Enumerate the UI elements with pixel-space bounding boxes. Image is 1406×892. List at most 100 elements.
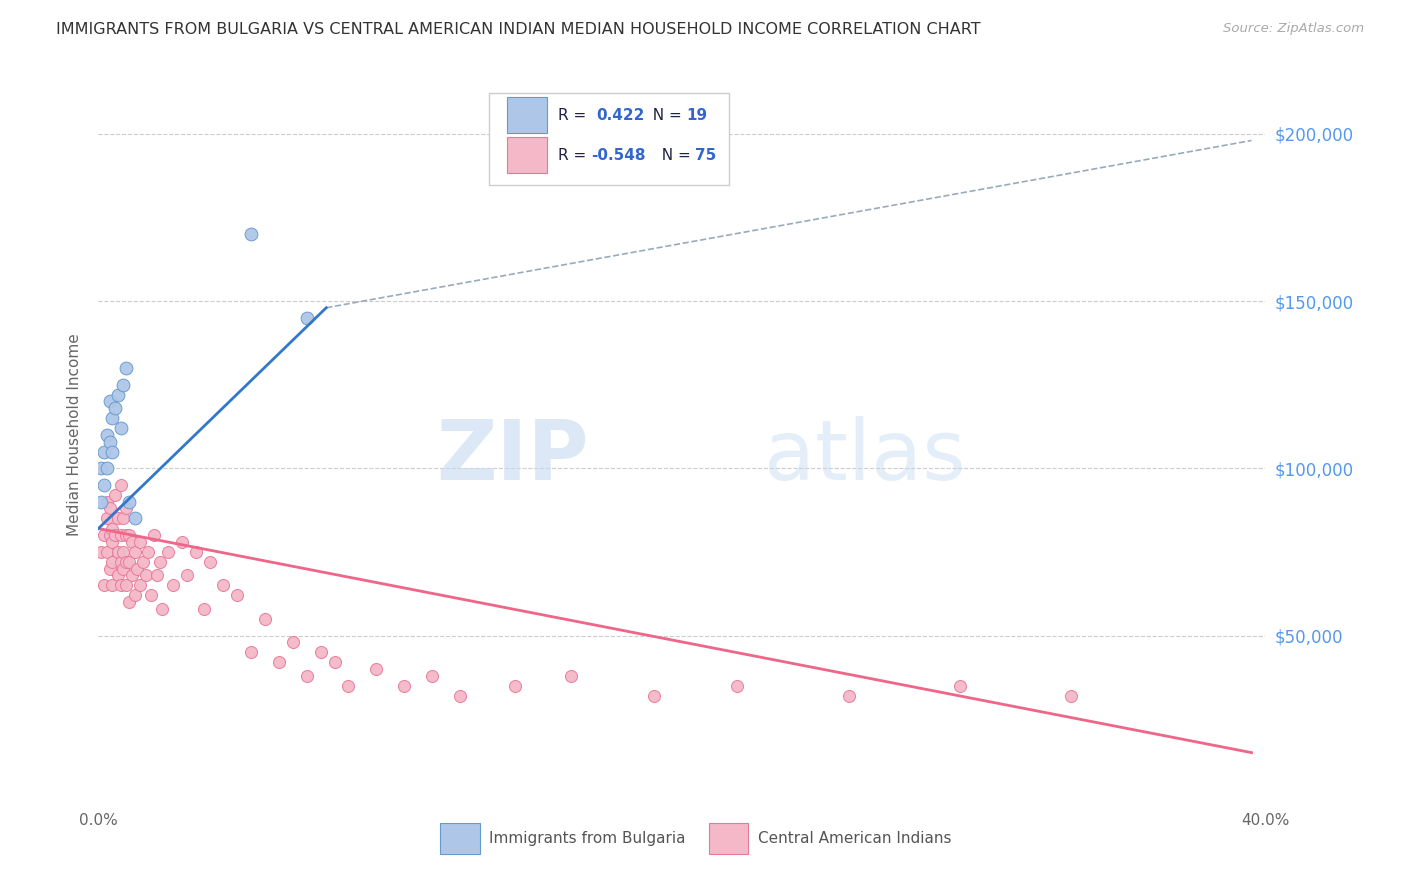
Point — [323, 655, 346, 669]
Point — [115, 528, 138, 542]
Point — [129, 534, 152, 549]
Point — [93, 444, 115, 458]
Point — [170, 534, 193, 549]
Point — [101, 534, 124, 549]
Point — [240, 227, 263, 241]
Point — [295, 310, 318, 325]
Point — [212, 578, 235, 592]
Point — [93, 528, 115, 542]
Text: atlas: atlas — [763, 417, 966, 498]
Text: N =: N = — [651, 148, 695, 162]
Point — [132, 555, 155, 569]
Point — [118, 528, 141, 542]
Point — [101, 411, 124, 425]
Point — [146, 568, 169, 582]
Text: 75: 75 — [695, 148, 716, 162]
Text: 0.422: 0.422 — [596, 108, 645, 123]
Point — [118, 555, 141, 569]
FancyBboxPatch shape — [709, 823, 748, 855]
Text: ZIP: ZIP — [436, 417, 589, 498]
Point — [90, 545, 112, 559]
Text: 19: 19 — [686, 108, 707, 123]
Text: R =: R = — [558, 148, 592, 162]
Text: Central American Indians: Central American Indians — [758, 831, 952, 847]
Point — [135, 568, 157, 582]
Point — [193, 602, 215, 616]
Point — [503, 679, 526, 693]
Point — [101, 444, 124, 458]
Point — [101, 521, 124, 535]
Point — [107, 387, 129, 401]
Point — [366, 662, 388, 676]
Point — [98, 562, 121, 576]
Point — [226, 589, 249, 603]
Point — [107, 568, 129, 582]
FancyBboxPatch shape — [508, 97, 547, 133]
Point — [295, 669, 318, 683]
Point — [838, 689, 860, 703]
Point — [184, 545, 207, 559]
Point — [129, 578, 152, 592]
FancyBboxPatch shape — [440, 823, 479, 855]
Point — [110, 555, 132, 569]
Point — [107, 511, 129, 525]
FancyBboxPatch shape — [489, 93, 728, 185]
Point — [98, 528, 121, 542]
Point — [643, 689, 665, 703]
Point — [1060, 689, 1083, 703]
Point — [162, 578, 184, 592]
Point — [560, 669, 582, 683]
Point — [96, 427, 118, 442]
Text: -0.548: -0.548 — [591, 148, 645, 162]
Text: Immigrants from Bulgaria: Immigrants from Bulgaria — [489, 831, 686, 847]
Point — [112, 511, 135, 525]
Point — [121, 568, 143, 582]
Point — [93, 478, 115, 492]
Point — [110, 528, 132, 542]
Point — [115, 361, 138, 376]
Point — [124, 589, 146, 603]
Point — [98, 501, 121, 516]
Point — [96, 545, 118, 559]
Point — [112, 545, 135, 559]
Point — [124, 545, 146, 559]
Point — [267, 655, 290, 669]
Point — [115, 578, 138, 592]
Point — [104, 401, 127, 416]
Point — [420, 669, 443, 683]
Point — [337, 679, 360, 693]
Point — [156, 545, 179, 559]
Point — [98, 394, 121, 409]
Point — [121, 534, 143, 549]
Point — [118, 595, 141, 609]
Point — [90, 494, 112, 508]
Point — [118, 494, 141, 508]
Point — [101, 555, 124, 569]
Point — [309, 645, 332, 659]
Text: Source: ZipAtlas.com: Source: ZipAtlas.com — [1223, 22, 1364, 36]
Point — [254, 612, 277, 626]
Point — [176, 568, 198, 582]
Point — [281, 635, 304, 649]
Point — [93, 578, 115, 592]
Point — [727, 679, 749, 693]
Point — [240, 645, 263, 659]
Point — [112, 562, 135, 576]
Point — [138, 545, 160, 559]
Point — [198, 555, 221, 569]
Point — [449, 689, 471, 703]
Point — [143, 528, 166, 542]
Point — [392, 679, 415, 693]
Text: R =: R = — [558, 108, 596, 123]
Point — [104, 528, 127, 542]
Point — [115, 501, 138, 516]
Point — [115, 555, 138, 569]
Point — [101, 578, 124, 592]
Point — [124, 511, 146, 525]
Point — [107, 545, 129, 559]
Point — [90, 461, 112, 475]
Y-axis label: Median Household Income: Median Household Income — [66, 334, 82, 536]
Point — [98, 434, 121, 449]
Point — [104, 488, 127, 502]
Text: N =: N = — [644, 108, 688, 123]
